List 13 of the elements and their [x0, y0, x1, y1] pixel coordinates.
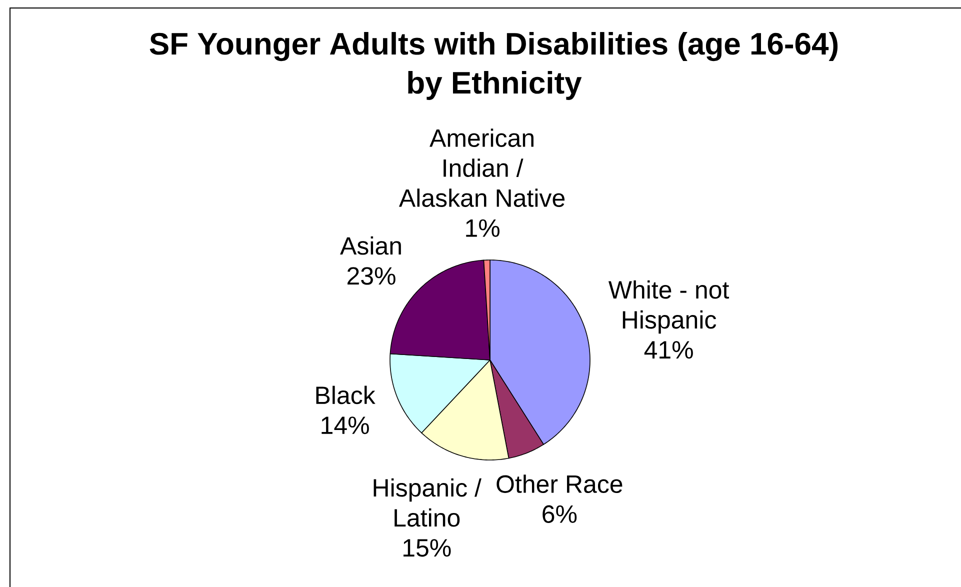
- data-label: 23%: [348, 267, 396, 285]
- slice-label: Other Race: [496, 474, 622, 493]
- slice-label: Black: [316, 386, 376, 404]
- chart-title: SF Younger Adults with Disabilities (age 16-64) by Ethnicity: [150, 32, 838, 100]
- slice-label: Asian: [340, 236, 401, 255]
- data-label: 15%: [404, 539, 451, 557]
- data-label: 6%: [542, 505, 577, 523]
- data-label: 1%: [466, 219, 500, 237]
- data-label: 14%: [322, 416, 369, 434]
- slice-label: Hispanic / Latino: [374, 478, 482, 527]
- slice-label: White - not Hispanic: [608, 280, 730, 334]
- data-label: 41%: [644, 341, 693, 359]
- slice-label: American Indian / Alaskan Native: [398, 128, 565, 207]
